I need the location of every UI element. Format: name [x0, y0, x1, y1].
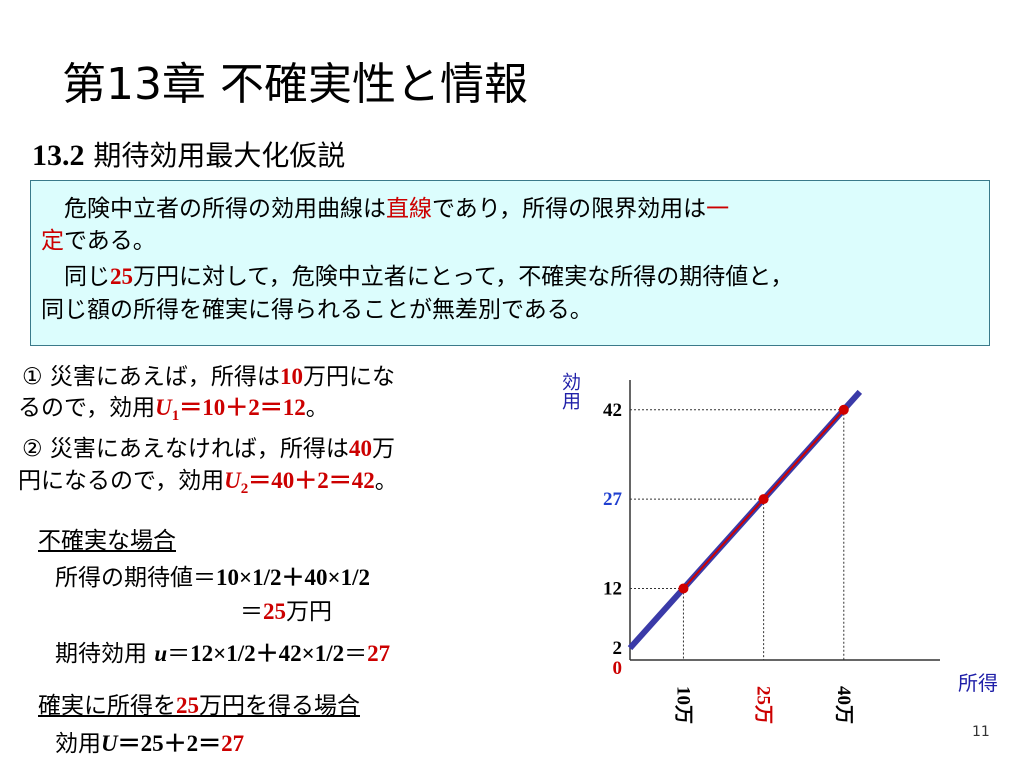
text-run: 円になるので，効用: [18, 468, 225, 494]
text-run: であり，所得の限界効用は: [432, 196, 707, 222]
text-run: 同じ: [41, 264, 110, 290]
text-line: 同じ額の所得を確実に得られることが無差別である。: [41, 295, 593, 325]
text-line: 効用U＝25＋2＝27: [55, 729, 244, 759]
x-tick-label: 10万: [672, 686, 693, 724]
x-tick-label: 25万: [753, 686, 774, 724]
text-run: 。: [374, 468, 398, 494]
text-run: 確実に所得を: [38, 693, 176, 719]
text-run: 一: [706, 196, 730, 222]
y-axis-label: 効用: [559, 372, 581, 410]
text-line: ① 災害にあえば，所得は10万円にな: [22, 362, 395, 392]
text-run: 万円に対して，危険中立者にとって，不確実な所得の期待値と，: [133, 264, 794, 290]
text-run: 1: [171, 408, 180, 424]
text-run: 不確実な場合: [38, 528, 176, 554]
y-tick-label: 12: [603, 579, 622, 600]
page-number: 11: [972, 724, 990, 740]
note-box: 危険中立者の所得の効用曲線は直線であり，所得の限界効用は一 定である。 同じ25万…: [30, 180, 990, 346]
text-run: 27: [367, 641, 391, 666]
text-run: 12×1/2＋42×1/2: [190, 641, 345, 666]
text-line: 不確実な場合: [38, 526, 176, 556]
text-line: ＝25万円: [240, 597, 332, 627]
text-run: 期待効用: [55, 641, 155, 667]
x-axis-label: 所得: [958, 671, 998, 695]
text-run: ＝25＋2＝: [117, 731, 222, 756]
text-run: 10: [279, 364, 303, 389]
text-run: 25: [176, 693, 199, 718]
text-run: 25: [263, 599, 286, 624]
y-tick-label: 0: [613, 658, 623, 679]
x-tick-label: 40万: [833, 686, 854, 724]
text-run: 効用: [55, 731, 101, 757]
text-run: 27: [221, 731, 245, 756]
text-run: ＝: [240, 599, 263, 625]
text-run: 危険中立者の所得の効用曲線は: [41, 196, 386, 222]
point: [758, 494, 769, 505]
slide-title: 第13章 不確実性と情報: [62, 59, 528, 110]
text-run: 13.2: [32, 139, 85, 172]
text-run: U: [101, 731, 118, 756]
text-run: 万円にな: [302, 364, 395, 390]
text-run: 25: [110, 264, 133, 289]
text-line: ② 災害にあえなければ，所得は40万: [22, 434, 395, 464]
text-run: 万円を得る場合: [199, 693, 360, 719]
text-run: 。: [305, 395, 329, 421]
text-run: 2: [240, 481, 249, 497]
text-run: 所得の期待値＝: [55, 565, 216, 591]
point: [838, 404, 849, 415]
point: [678, 583, 689, 594]
text-run: ＝: [167, 641, 191, 667]
text-run: 直線: [386, 196, 432, 222]
y-tick-label: 42: [603, 400, 622, 421]
text-run: である。: [64, 228, 156, 254]
text-line: 同じ25万円に対して，危険中立者にとって，不確実な所得の期待値と，: [41, 262, 793, 292]
text-line: 所得の期待値＝10×1/2＋40×1/2: [55, 563, 370, 593]
text-run: 期待効用最大化仮説: [84, 139, 346, 172]
text-line: 期待効用 u＝12×1/2＋42×1/2＝27: [55, 639, 390, 669]
text-run: ① 災害にあえば，所得は: [22, 364, 280, 390]
text-run: ② 災害にあえなければ，所得は: [22, 436, 349, 462]
text-run: 定: [41, 228, 64, 254]
text-line: 円になるので，効用U2＝40＋2＝42。: [18, 466, 398, 504]
text-run: 万円: [286, 599, 332, 625]
text-line: 確実に所得を25万円を得る場合: [38, 691, 360, 721]
text-run: ＝40＋2＝42: [248, 468, 375, 493]
text-run: 40: [348, 436, 372, 461]
text-run: ＝10＋2＝12: [179, 395, 306, 420]
text-run: 10×1/2＋40×1/2: [216, 565, 370, 590]
text-line: 危険中立者の所得の効用曲線は直線であり，所得の限界効用は一: [41, 194, 729, 224]
text-run: u: [154, 641, 168, 666]
y-tick-label: 2: [613, 638, 623, 659]
text-line: 定である。: [41, 226, 156, 256]
text-line: るので，効用U1＝10＋2＝12。: [18, 393, 329, 431]
y-tick-label: 27: [603, 489, 623, 510]
subtitle: 13.2 期待効用最大化仮説: [32, 134, 345, 174]
text-run: るので，効用: [18, 395, 156, 421]
text-run: ＝: [344, 641, 368, 667]
text-run: 万: [371, 436, 395, 462]
text-run: U: [224, 468, 241, 493]
text-run: 同じ額の所得を確実に得られることが無差別である。: [41, 297, 593, 323]
text-run: U: [155, 395, 172, 420]
